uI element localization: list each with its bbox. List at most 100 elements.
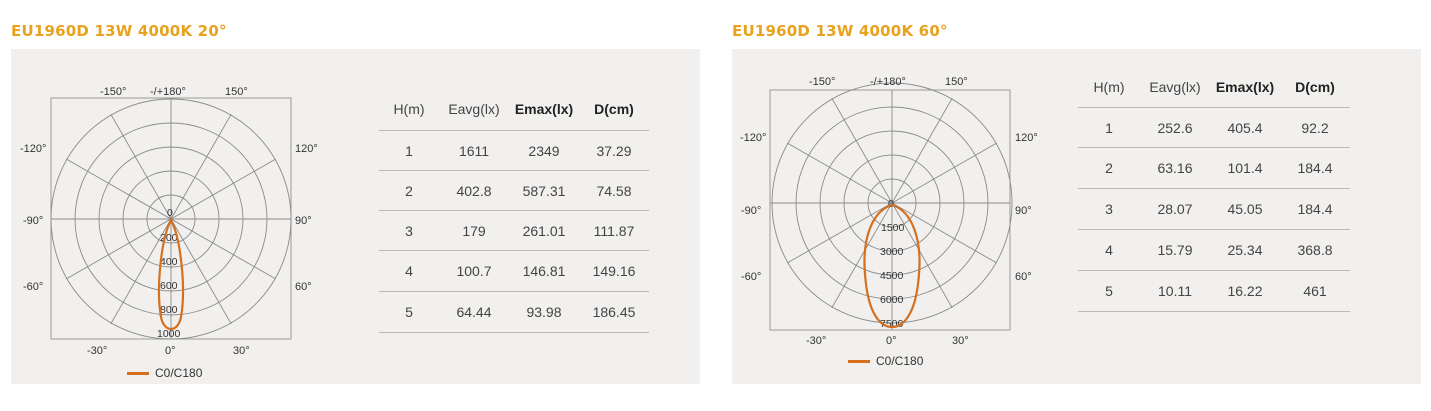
cell-height: 2 <box>405 182 413 199</box>
left-light-curve <box>157 217 185 331</box>
cell-height: 3 <box>1105 201 1113 217</box>
cell-eavg: 64.44 <box>456 304 492 320</box>
cell-emax: 405.4 <box>1227 119 1263 136</box>
left-polar-diagram: -150° -/+180° 150° -120° 120° -90° 90° -… <box>20 86 318 357</box>
left-radial-5: 1000 <box>157 328 181 340</box>
right-angle-top: -/+180° <box>870 76 906 88</box>
table-row: 1 1611 2349 37.29 <box>379 131 649 171</box>
right-radial-2: 3000 <box>880 246 904 258</box>
left-angle-lower-right: 60° <box>295 281 312 293</box>
cell-diameter: 186.45 <box>592 304 636 320</box>
table-row: 1 252.6 405.4 92.2 <box>1078 108 1350 148</box>
cell-emax: 25.34 <box>1227 242 1263 258</box>
left-angle-upper-left: -120° <box>20 143 46 155</box>
cell-emax: 16.22 <box>1227 283 1263 299</box>
left-angle-mid-left: -90° <box>23 215 43 227</box>
left-radial-3: 600 <box>160 280 178 292</box>
cell-emax: 261.01 <box>522 222 566 239</box>
cell-diameter: 461 <box>1303 283 1327 299</box>
table-row: 3 28.07 45.05 184.4 <box>1078 189 1350 230</box>
cell-diameter: 184.4 <box>1297 160 1333 176</box>
cell-diameter: 368.8 <box>1297 242 1333 258</box>
cell-height: 3 <box>405 222 413 239</box>
header-eavg: Eavg(lx) <box>448 100 500 117</box>
cell-height: 2 <box>1105 160 1113 176</box>
table-row: 2 402.8 587.31 74.58 <box>379 171 649 211</box>
right-angle-mid-left: -90° <box>741 205 761 217</box>
header-diameter: D(cm) <box>1295 78 1335 95</box>
cell-eavg: 179 <box>462 222 486 239</box>
cell-emax: 2349 <box>528 142 560 159</box>
cell-height: 1 <box>1105 119 1113 136</box>
cell-diameter: 184.4 <box>1297 201 1333 217</box>
cell-eavg: 15.79 <box>1157 242 1193 258</box>
table-row: 3 179 261.01 111.87 <box>379 211 649 251</box>
right-radial-1: 1500 <box>881 222 905 234</box>
cell-emax: 146.81 <box>522 263 566 279</box>
left-radial-2: 400 <box>160 256 178 268</box>
cell-emax: 587.31 <box>522 182 566 199</box>
left-angle-lower-left: -60° <box>23 281 43 293</box>
right-title: EU1960D 13W 4000K 60° <box>732 22 948 40</box>
header-emax: Emax(lx) <box>1215 78 1275 95</box>
cell-diameter: 92.2 <box>1301 119 1329 136</box>
cell-diameter: 149.16 <box>592 263 636 279</box>
cell-diameter: 111.87 <box>593 222 635 239</box>
cell-diameter: 74.58 <box>596 182 632 199</box>
cell-emax: 93.98 <box>526 304 562 320</box>
header-eavg: Eavg(lx) <box>1149 78 1201 95</box>
left-angle-bottom-right: 30° <box>233 345 250 357</box>
right-angle-mid-right: 90° <box>1015 205 1032 217</box>
header-emax: Emax(lx) <box>514 100 574 117</box>
cell-eavg: 100.7 <box>456 263 492 279</box>
left-legend-swatch <box>127 371 149 375</box>
table-row: 5 64.44 93.98 186.45 <box>379 292 649 333</box>
cell-eavg: 402.8 <box>456 182 492 199</box>
left-angle-bottom-left: -30° <box>87 345 107 357</box>
cell-height: 5 <box>405 304 413 320</box>
cell-emax: 45.05 <box>1227 201 1263 217</box>
cell-eavg: 28.07 <box>1157 201 1193 217</box>
right-angle-bottom-right: 30° <box>952 335 969 347</box>
right-polar-diagram: -150° -/+180° 150° -120° 120° -90° 90° -… <box>740 76 1038 347</box>
header-height: H(m) <box>1093 78 1125 95</box>
cell-emax: 101.4 <box>1227 160 1263 176</box>
header-diameter: D(cm) <box>594 100 634 117</box>
header-height: H(m) <box>393 100 425 117</box>
right-radial-3: 4500 <box>880 270 904 282</box>
left-legend-label: C0/C180 <box>155 366 203 380</box>
left-panel: -150° -/+180° 150° -120° 120° -90° 90° -… <box>11 49 700 384</box>
right-legend-label: C0/C180 <box>876 354 924 368</box>
right-legend: C0/C180 <box>848 354 923 368</box>
right-radial-4: 6000 <box>880 294 904 306</box>
right-light-curve <box>863 203 921 329</box>
right-legend-swatch <box>848 359 870 363</box>
right-panel: -150° -/+180° 150° -120° 1 2 0° -90° 90° -… <box>732 49 1421 384</box>
cell-height: 4 <box>1105 242 1113 258</box>
table-header-row: H(m) Eavg(lx) Emax(lx) D(cm) <box>1078 66 1350 108</box>
right-angle-lower-left: -60° <box>741 271 761 283</box>
cell-eavg: 1611 <box>458 142 490 159</box>
right-photometric-table: H(m) Eavg(lx) Emax(lx) D(cm) 1 252.6 405… <box>1078 66 1350 312</box>
right-angle-bottom: 0° <box>886 335 897 347</box>
right-angle-top-right: 150° <box>945 76 968 88</box>
table-row: 5 10.11 16.22 461 <box>1078 271 1350 312</box>
table-header-row: H(m) Eavg(lx) Emax(lx) D(cm) <box>379 87 649 131</box>
table-row: 4 100.7 146.81 149.16 <box>379 251 649 292</box>
left-angle-bottom: 0° <box>165 345 176 357</box>
table-row: 2 63.16 101.4 184.4 <box>1078 148 1350 189</box>
cell-diameter: 37.29 <box>596 142 632 159</box>
left-angle-upper-right: 120° <box>295 143 318 155</box>
left-photometric-table: H(m) Eavg(lx) Emax(lx) D(cm) 1 1611 2349… <box>379 87 649 333</box>
cell-eavg: 63.16 <box>1157 160 1193 176</box>
left-radial-0: 0 <box>167 207 173 219</box>
right-angle-upper-left: -120° <box>740 132 766 144</box>
right-angle-bottom-left: -30° <box>806 335 826 347</box>
left-title: EU1960D 13W 4000K 20° <box>11 22 227 40</box>
cell-eavg: 10.11 <box>1158 283 1192 299</box>
cell-height: 5 <box>1105 283 1113 299</box>
right-angle-lower-right: 60° <box>1015 271 1032 283</box>
cell-height: 1 <box>405 142 413 159</box>
right-angle-top-left: -150° <box>809 76 835 88</box>
cell-eavg: 252.6 <box>1157 119 1193 136</box>
